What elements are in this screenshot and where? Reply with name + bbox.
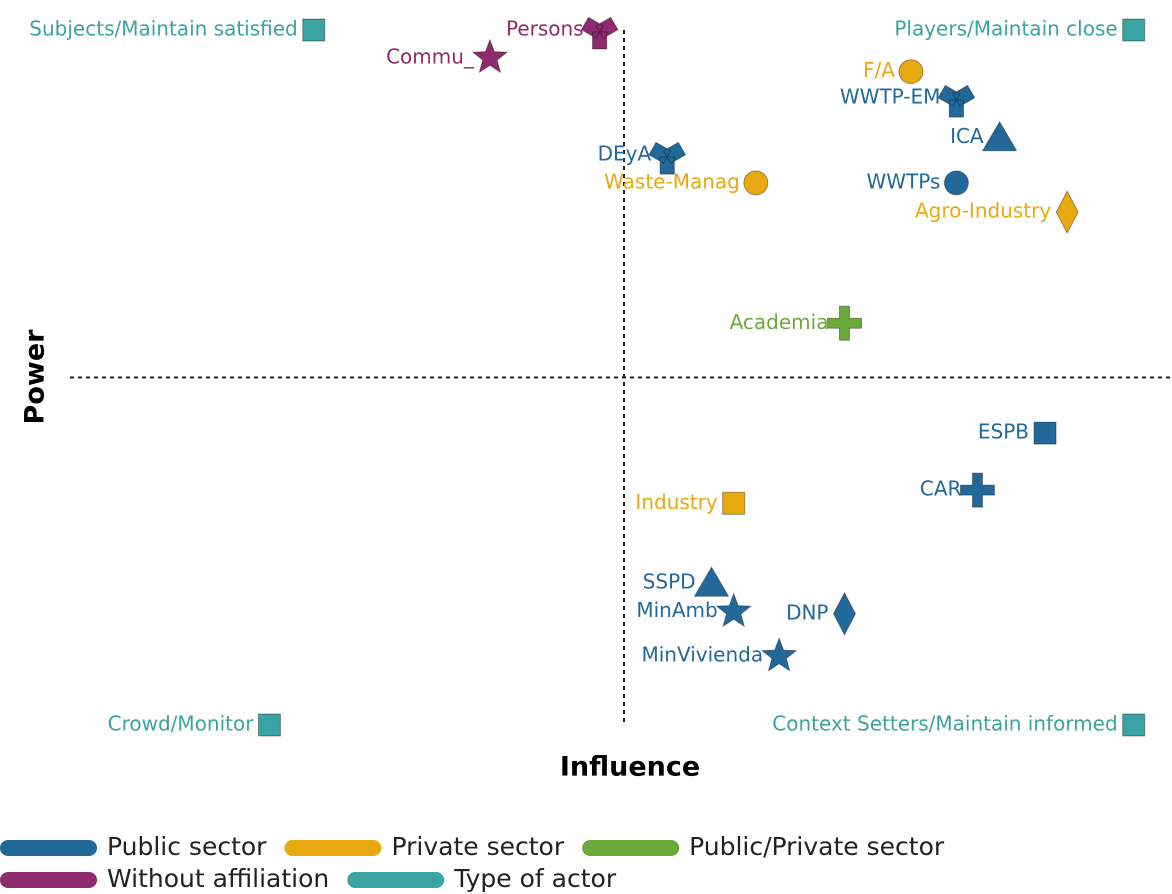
- legend-swatch: [284, 840, 382, 856]
- point-label: Persons: [506, 17, 584, 41]
- point: [832, 591, 857, 636]
- point: [959, 472, 995, 508]
- point: [760, 636, 798, 672]
- point-label: WWTPs: [866, 169, 940, 193]
- point: [471, 38, 509, 74]
- point: [257, 713, 281, 737]
- legend-swatch: [0, 840, 97, 856]
- point: [580, 16, 619, 50]
- point: [826, 305, 862, 341]
- legend-swatch: [582, 840, 680, 856]
- point: [943, 170, 969, 196]
- point: [648, 141, 687, 175]
- point-label: MinVivienda: [641, 643, 763, 667]
- x-axis-label: Influence: [560, 752, 700, 783]
- point: [898, 59, 924, 85]
- point-label: Industry: [635, 490, 717, 514]
- point-label: Agro-Industry: [915, 199, 1051, 223]
- point-label: Commu_: [386, 44, 475, 68]
- point: [693, 566, 730, 597]
- point-label: Crowd/Monitor: [108, 712, 255, 736]
- point: [743, 170, 769, 196]
- point-label: Context Setters/Maintain informed: [772, 712, 1117, 736]
- point-label: Academia: [730, 310, 829, 334]
- point: [715, 592, 753, 628]
- point: [937, 84, 976, 118]
- point-label: CAR: [920, 477, 962, 501]
- point: [302, 18, 326, 42]
- legend-swatch: [347, 872, 445, 888]
- point-label: ICA: [950, 124, 984, 148]
- legend-label: Without affiliation: [107, 864, 329, 893]
- point-label: Waste-Manag: [604, 169, 740, 193]
- point-label: DEyA: [598, 142, 652, 166]
- point-label: ESPB: [978, 420, 1029, 444]
- point: [1055, 190, 1079, 235]
- point-label: WWTP-EM: [840, 85, 941, 109]
- legend-label: Type of actor: [453, 864, 617, 893]
- point: [722, 491, 746, 515]
- legend-swatch: [0, 872, 97, 888]
- point: [1122, 18, 1146, 42]
- point-label: F/A: [863, 58, 895, 82]
- point-label: Subjects/Maintain satisfied: [29, 17, 297, 41]
- legend-label: Public/Private sector: [689, 832, 945, 861]
- point: [1122, 713, 1146, 737]
- y-axis-label: Power: [20, 329, 51, 425]
- legend-label: Public sector: [107, 832, 267, 861]
- point-label: Players/Maintain close: [894, 17, 1117, 41]
- point-label: MinAmb: [636, 598, 717, 622]
- point: [981, 120, 1018, 152]
- legend-label: Private sector: [391, 832, 564, 861]
- point-label: DNP: [786, 600, 828, 624]
- point: [1033, 421, 1057, 445]
- point-label: SSPD: [643, 570, 696, 594]
